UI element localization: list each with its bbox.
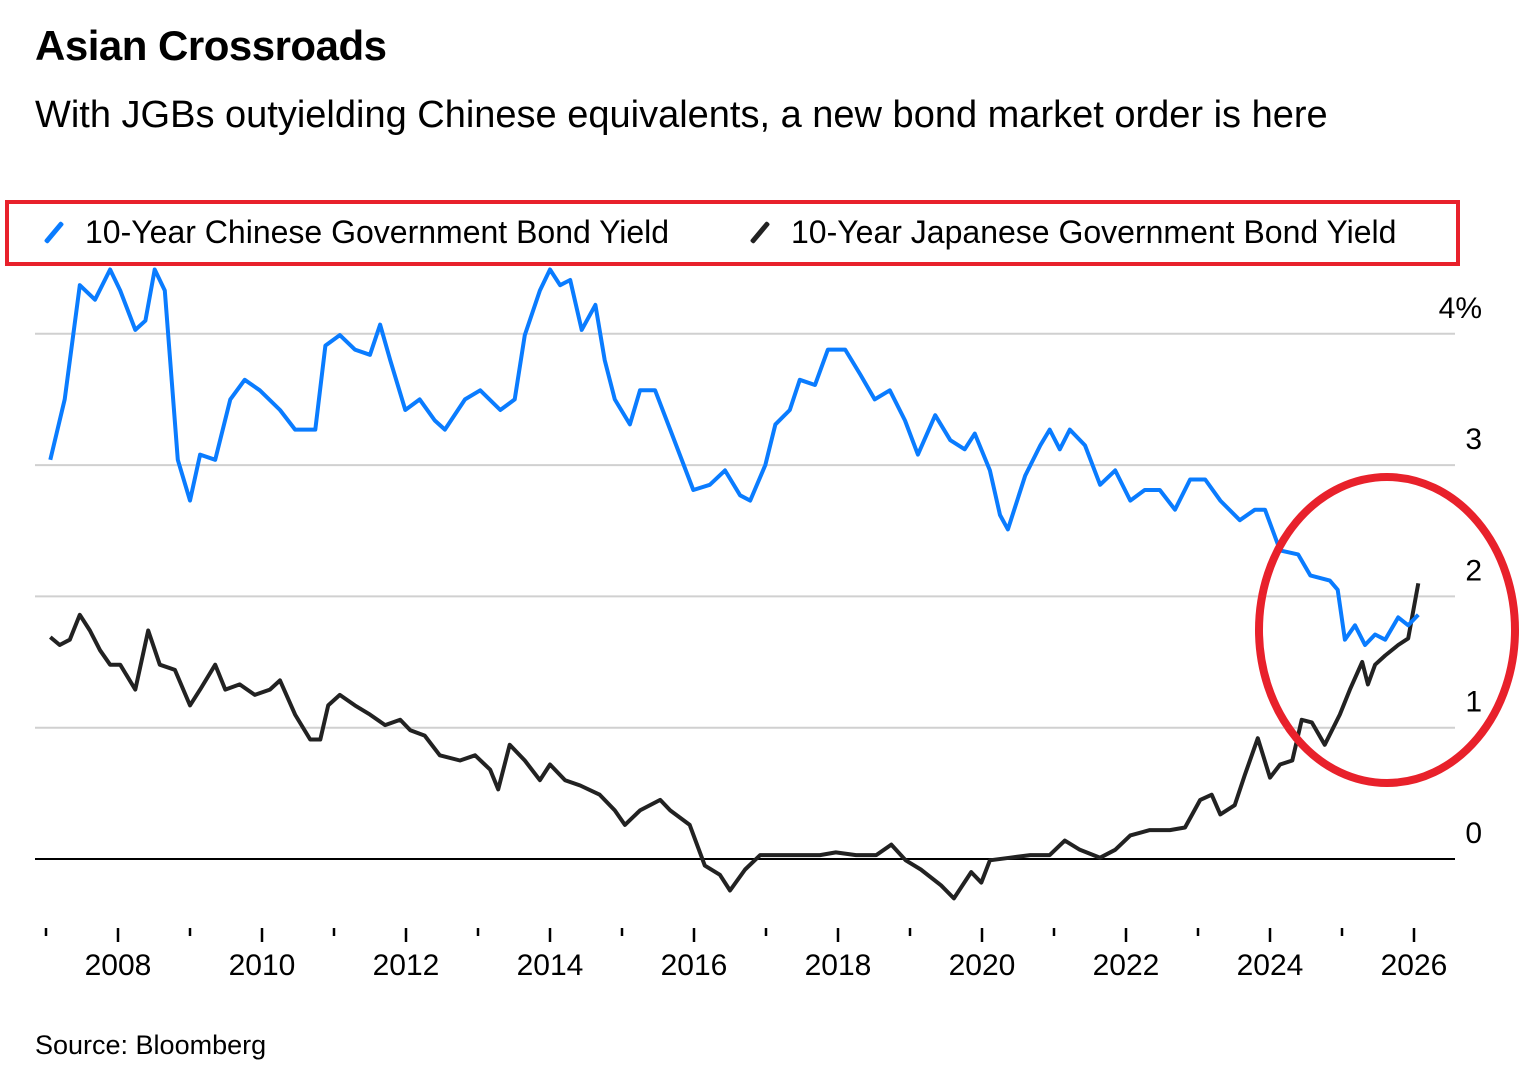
x-tick-label: 2012 <box>373 949 440 982</box>
y-tick-label: 1 <box>1465 686 1482 719</box>
legend-item-china: 10-Year Chinese Government Bond Yield <box>41 214 669 251</box>
series-line-japan <box>49 582 1421 901</box>
y-tick-label: 0 <box>1465 817 1482 850</box>
source-note: Source: Bloomberg <box>35 1030 267 1060</box>
y-tick-label: 2 <box>1465 554 1482 587</box>
highlight-circle-annotation <box>1255 473 1519 787</box>
series-line-china <box>48 267 1420 647</box>
chart-subtitle: With JGBs outyielding Chinese equivalent… <box>35 94 1328 136</box>
x-tick-label: 2024 <box>1237 949 1304 982</box>
x-tick-label: 2010 <box>229 949 296 982</box>
x-tick-label: 2020 <box>949 949 1016 982</box>
x-tick-label: 2022 <box>1093 949 1160 982</box>
y-tick-label: 4% <box>1439 292 1482 325</box>
legend-item-japan: 10-Year Japanese Government Bond Yield <box>747 214 1396 251</box>
x-tick-label: 2026 <box>1381 949 1448 982</box>
x-tick-label: 2014 <box>517 949 584 982</box>
legend: 10-Year Chinese Government Bond Yield 10… <box>5 200 1460 266</box>
legend-label-japan: 10-Year Japanese Government Bond Yield <box>791 214 1397 250</box>
y-tick-label: 3 <box>1465 423 1482 456</box>
x-tick-label: 2016 <box>661 949 728 982</box>
chart-title: Asian Crossroads <box>35 22 387 69</box>
legend-label-china: 10-Year Chinese Government Bond Yield <box>85 214 670 250</box>
x-tick-label: 2018 <box>805 949 872 982</box>
x-tick-label: 2008 <box>85 949 152 982</box>
